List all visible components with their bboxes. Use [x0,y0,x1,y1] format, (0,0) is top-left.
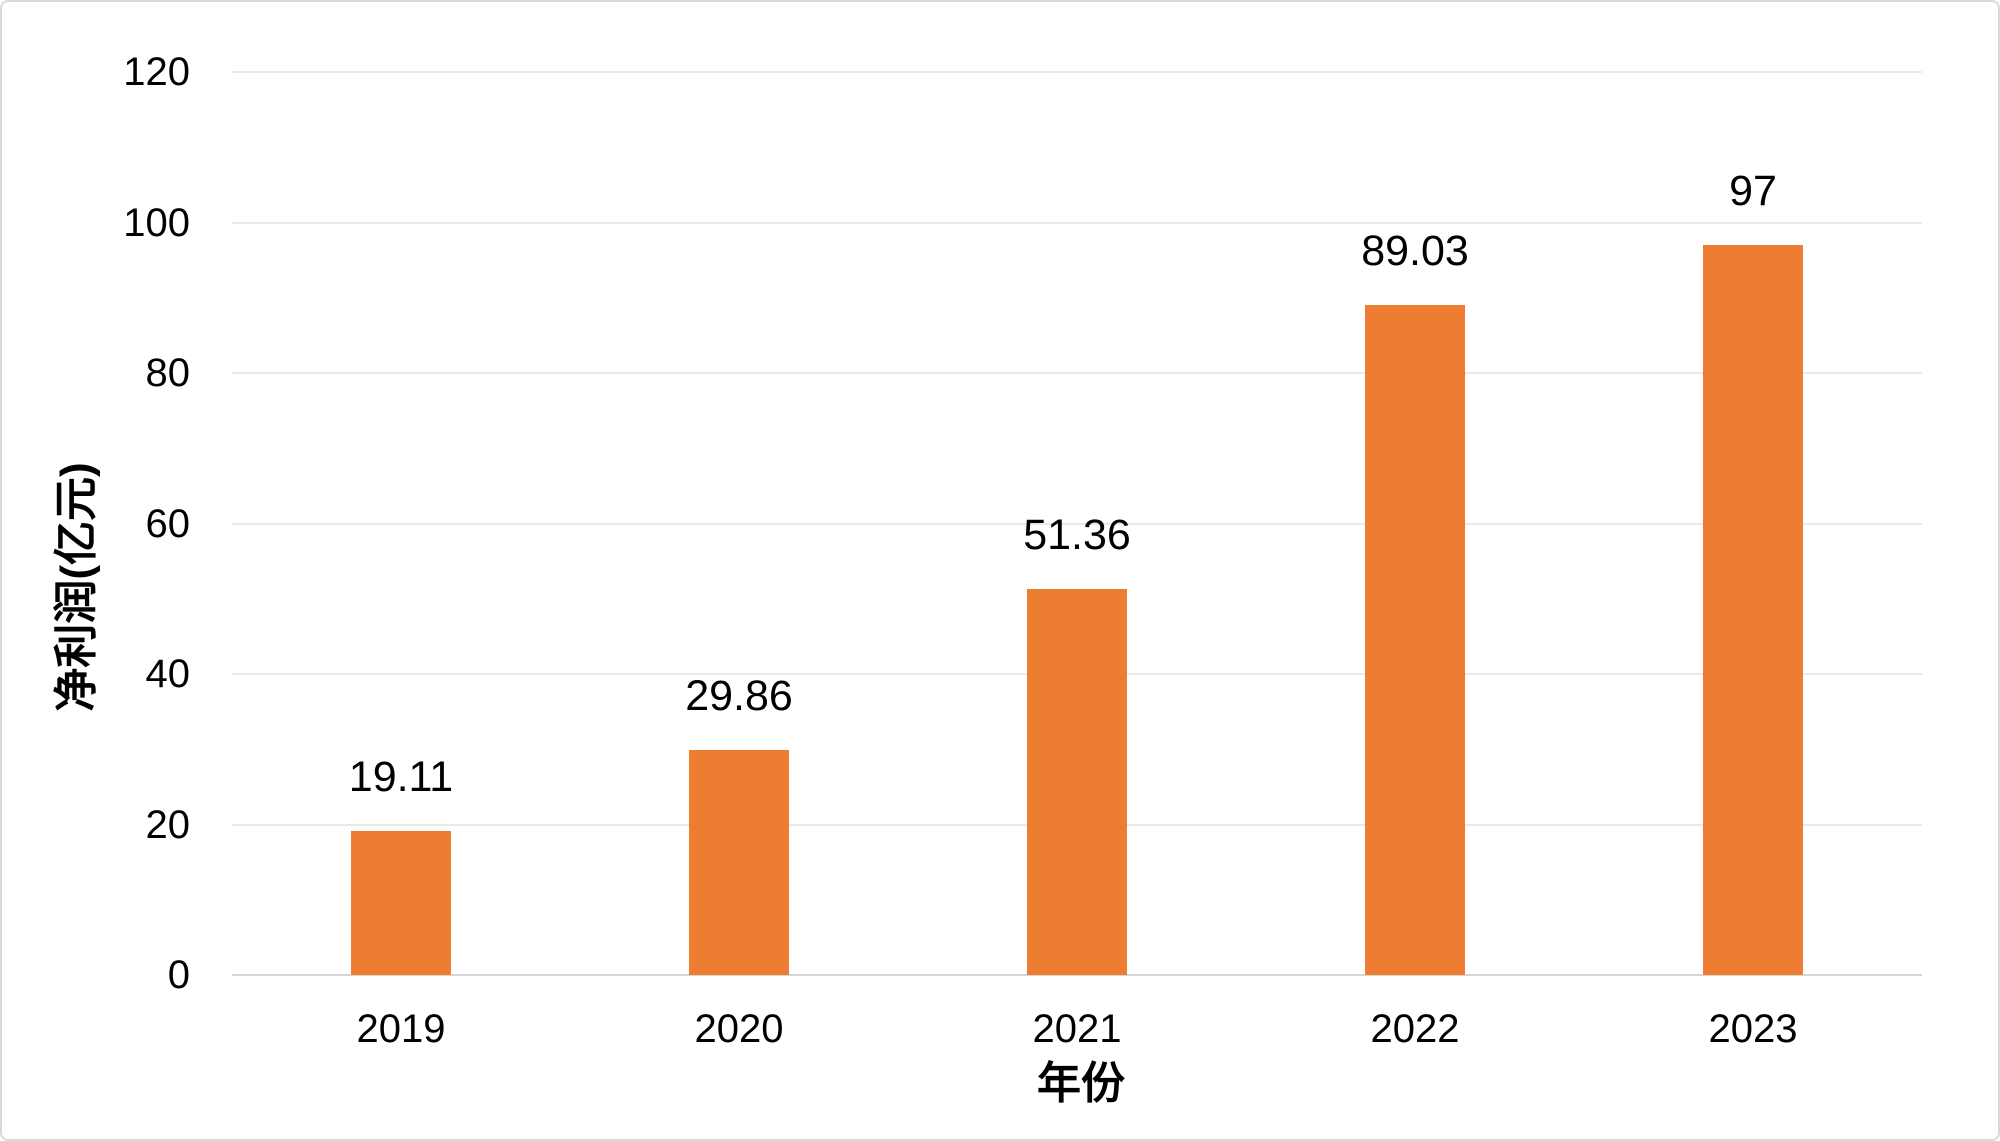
gridline-y-120 [232,71,1922,73]
gridline-y-0 [232,974,1922,976]
y-tick-label-120: 120 [123,50,190,94]
bar-2022 [1365,305,1465,975]
gridline-y-80 [232,372,1922,374]
data-label-2020: 29.86 [685,672,793,721]
x-tick-label-2020: 2020 [694,1007,784,1051]
y-axis-title: 净利润(亿元) [52,462,101,712]
y-tick-label-0: 0 [167,953,190,997]
bar-2020 [689,750,789,975]
y-tick-label-100: 100 [123,200,190,245]
bar-2019 [351,831,451,975]
data-label-2023: 97 [1729,167,1777,216]
y-tick-label-60: 60 [145,501,191,546]
gridline-y-100 [232,221,1922,224]
x-tick-label-2019: 2019 [356,1007,446,1051]
data-label-2019: 19.11 [348,753,454,802]
gridline-y-60 [232,522,1922,525]
x-tick-label-2023: 2023 [1708,1007,1798,1051]
x-tick-label-2021: 2021 [1032,1007,1122,1051]
data-label-2022: 89.03 [1361,227,1469,276]
y-tick-label-80: 80 [145,351,191,395]
bar-2021 [1027,588,1127,975]
bar-2023 [1703,245,1803,975]
x-tick-label-2022: 2022 [1370,1007,1460,1051]
y-tick-label-20: 20 [145,802,191,847]
x-axis-title: 年份 [1037,1059,1125,1108]
y-tick-label-40: 40 [145,652,191,696]
data-label-2021: 51.36 [1023,510,1131,559]
